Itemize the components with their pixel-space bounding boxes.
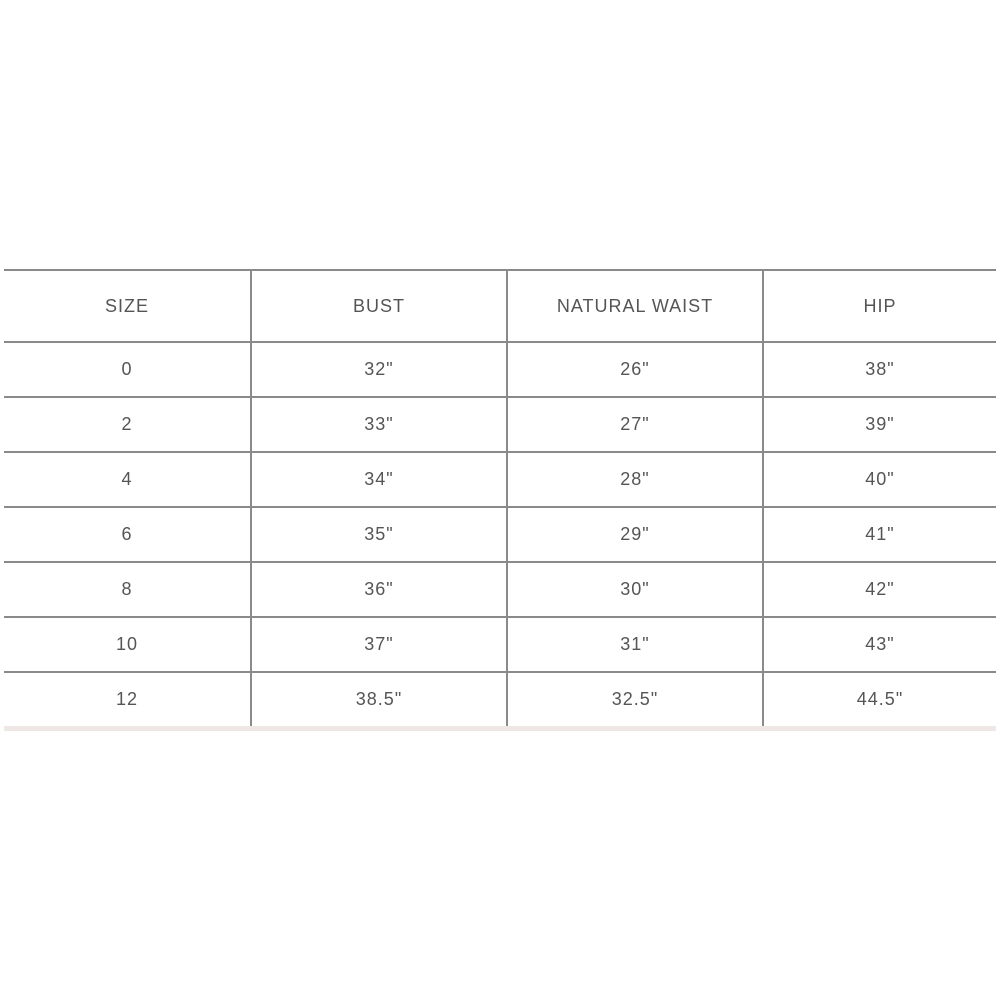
table-cell: 41" xyxy=(762,506,996,563)
size-table: SIZE BUST NATURAL WAIST HIP 0 32" 26" 38" 2 33" 2… xyxy=(4,269,996,726)
table-cell: 33" xyxy=(250,396,508,453)
table-cell: 2 xyxy=(4,396,252,453)
table-cell: 32" xyxy=(250,341,508,398)
table-cell: 28" xyxy=(506,451,764,508)
table-cell: 29" xyxy=(506,506,764,563)
table-cell: 36" xyxy=(250,561,508,618)
header-cell: SIZE xyxy=(4,269,252,343)
header-row: SIZE BUST NATURAL WAIST HIP xyxy=(4,269,996,343)
background-strip xyxy=(4,726,996,731)
table-cell: 35" xyxy=(250,506,508,563)
header-cell: NATURAL WAIST xyxy=(506,269,764,343)
table-cell: 40" xyxy=(762,451,996,508)
table-row: 6 35" 29" 41" xyxy=(4,506,996,563)
table-cell: 12 xyxy=(4,671,252,726)
table-cell: 37" xyxy=(250,616,508,673)
header-cell: BUST xyxy=(250,269,508,343)
header-cell: HIP xyxy=(762,269,996,343)
table-cell: 30" xyxy=(506,561,764,618)
table-row: 10 37" 31" 43" xyxy=(4,616,996,673)
table-cell: 34" xyxy=(250,451,508,508)
table-cell: 38.5" xyxy=(250,671,508,726)
table-cell: 4 xyxy=(4,451,252,508)
table-cell: 27" xyxy=(506,396,764,453)
table-cell: 44.5" xyxy=(762,671,996,726)
table-cell: 42" xyxy=(762,561,996,618)
table-cell: 0 xyxy=(4,341,252,398)
table-row: 4 34" 28" 40" xyxy=(4,451,996,508)
table-row: 2 33" 27" 39" xyxy=(4,396,996,453)
table-cell: 32.5" xyxy=(506,671,764,726)
table-cell: 26" xyxy=(506,341,764,398)
table-cell: 6 xyxy=(4,506,252,563)
table-cell: 10 xyxy=(4,616,252,673)
table-cell: 43" xyxy=(762,616,996,673)
table-cell: 39" xyxy=(762,396,996,453)
table-row: 12 38.5" 32.5" 44.5" xyxy=(4,671,996,726)
table-row: 0 32" 26" 38" xyxy=(4,341,996,398)
table-body: 0 32" 26" 38" 2 33" 27" 39" 4 34" 28" 40" 6 35" 29" 41"… xyxy=(4,341,996,726)
table-cell: 31" xyxy=(506,616,764,673)
table-row: 8 36" 30" 42" xyxy=(4,561,996,618)
table-cell: 38" xyxy=(762,341,996,398)
table-cell: 8 xyxy=(4,561,252,618)
